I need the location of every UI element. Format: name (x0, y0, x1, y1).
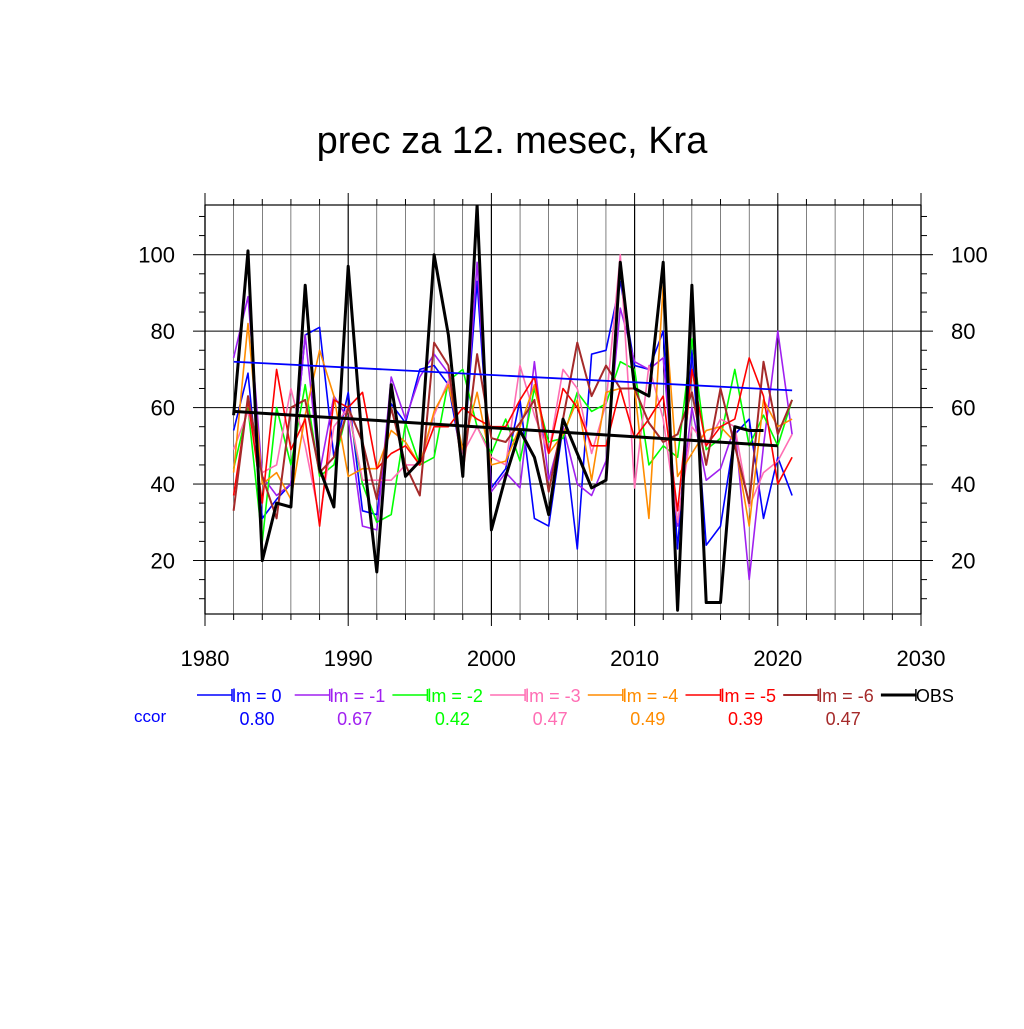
legend-label: lm = -3 (525, 686, 581, 706)
ccor-value: 0.42 (435, 709, 470, 729)
ccor-value: 0.39 (728, 709, 763, 729)
legend-label: OBS (916, 686, 954, 706)
x-tick-label: 2010 (610, 646, 659, 671)
chart-title: prec za 12. mesec, Kra (316, 120, 708, 162)
trend-line (233, 409, 778, 448)
y-tick-label-right: 40 (951, 472, 975, 497)
legend-label: lm = 0 (232, 686, 282, 706)
y-tick-label-right: 100 (951, 243, 988, 268)
y-tick-label-left: 40 (151, 472, 175, 497)
legend-label: lm = -4 (623, 686, 679, 706)
ccor-value: 0.80 (239, 709, 274, 729)
x-tick-label: 2000 (467, 646, 516, 671)
ccor-value: 0.49 (630, 709, 665, 729)
y-tick-label-right: 60 (951, 396, 975, 421)
series-line-lm-3 (232, 253, 793, 524)
trend-line (233, 360, 793, 392)
y-tick-label-left: 20 (151, 548, 175, 573)
x-tick-label: 1980 (181, 646, 230, 671)
y-tick-label-left: 60 (151, 396, 175, 421)
ccor-value: 0.47 (533, 709, 568, 729)
legend-label: lm = -1 (330, 686, 386, 706)
series-line-obs (232, 205, 764, 612)
ccor-value: 0.47 (826, 709, 861, 729)
legend-label: lm = -2 (427, 686, 483, 706)
legend-label: lm = -6 (818, 686, 874, 706)
x-tick-label: 1990 (324, 646, 373, 671)
y-tick-label-left: 80 (151, 319, 175, 344)
ccor-label: ccor (134, 707, 166, 726)
series-line-lm-1 (232, 261, 793, 581)
ccor-value: 0.67 (337, 709, 372, 729)
y-tick-label-right: 20 (951, 548, 975, 573)
plot-frame (204, 204, 922, 615)
y-tick-label-right: 80 (951, 319, 975, 344)
x-tick-label: 2030 (897, 646, 946, 671)
series-line-lm-5 (232, 357, 793, 527)
y-tick-label-left: 100 (138, 243, 175, 268)
series-line-lm-4 (232, 284, 793, 527)
legend-label: lm = -5 (721, 686, 777, 706)
x-tick-label: 2020 (753, 646, 802, 671)
